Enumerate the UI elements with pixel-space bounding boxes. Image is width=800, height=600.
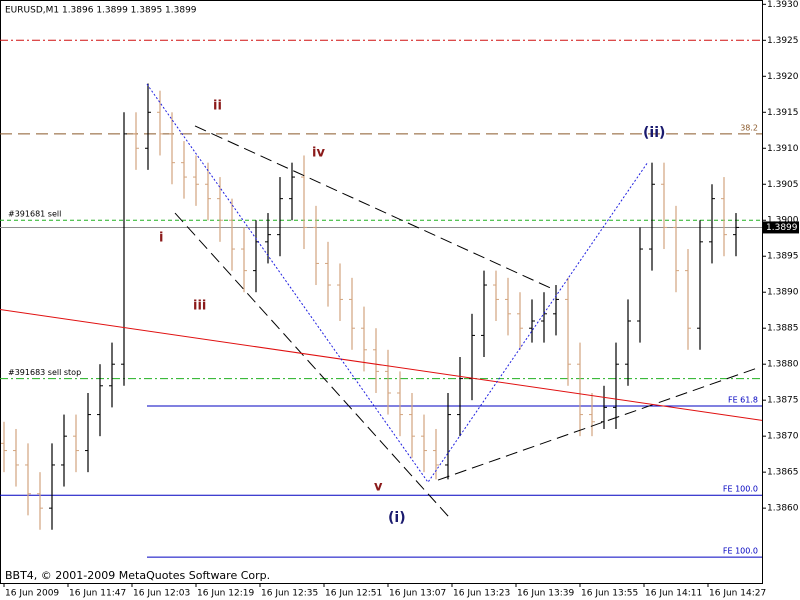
trendline (0, 308, 763, 421)
x-tick-label: 16 Jun 12:19 (197, 589, 254, 599)
x-tick-label: 16 Jun 12:35 (261, 589, 318, 599)
wave-label: (ii) (643, 125, 665, 141)
wave-label: iv (312, 146, 325, 161)
x-tick-label: 16 Jun 13:39 (517, 589, 574, 599)
y-tick-label: 1.3895 (767, 252, 799, 262)
x-tick-label: 16 Jun 14:27 (709, 589, 766, 599)
level-label: FE 100.0 (723, 547, 758, 556)
y-tick-label: 1.3925 (767, 36, 799, 46)
trendline (194, 125, 556, 291)
x-tick-label: 16 Jun 13:55 (581, 589, 638, 599)
y-tick-label: 1.3920 (767, 72, 799, 82)
chart-title: EURUSD,M1 1.3896 1.3899 1.3895 1.3899 (5, 6, 197, 16)
wave-label: (i) (388, 510, 406, 526)
level-label: FE 100.0 (723, 485, 758, 494)
wave-label: iii (193, 299, 206, 314)
y-tick-label: 1.3885 (767, 324, 799, 334)
y-tick-label: 1.3890 (767, 288, 799, 298)
trendline (437, 366, 761, 481)
x-tick-label: 16 Jun 12:51 (325, 589, 382, 599)
x-tick-label: 16 Jun 13:23 (453, 589, 510, 599)
x-tick-label: 16 Jun 2009 (5, 589, 59, 599)
level-label: 38.2 (740, 123, 758, 132)
trendline (174, 212, 451, 519)
level-label: FE 61.8 (728, 395, 758, 404)
wave-label: i (159, 231, 163, 246)
current-price-box (763, 221, 799, 234)
current-price-label: 1.3899 (766, 223, 798, 233)
y-tick-label: 1.3860 (767, 504, 799, 514)
y-tick-label: 1.3910 (767, 144, 799, 154)
x-tick-label: 16 Jun 12:03 (133, 589, 190, 599)
level-label: #391683 sell stop (8, 368, 81, 377)
plot: 38.2 #391681 sell #391683 sell stop FE 61.8… (0, 39, 763, 558)
y-tick-label: 1.3875 (767, 396, 799, 406)
level-label: #391681 sell (8, 210, 61, 219)
y-tick-label: 1.3930 (767, 0, 799, 10)
y-tick-label: 1.3900 (767, 216, 799, 226)
y-tick-label: 1.3880 (767, 360, 799, 370)
y-tick-label: 1.3865 (767, 468, 799, 478)
y-tick-label: 1.3905 (767, 180, 799, 190)
y-tick-label: 1.3870 (767, 432, 799, 442)
x-tick-label: 16 Jun 14:11 (645, 589, 702, 599)
y-tick-label: 1.3915 (767, 108, 799, 118)
x-tick-label: 16 Jun 11:47 (69, 589, 126, 599)
wave-label: v (374, 480, 383, 495)
copyright: BBT4, © 2001-2009 MetaQuotes Software Co… (5, 569, 270, 582)
wave-label: ii (213, 99, 222, 114)
x-tick-label: 16 Jun 13:07 (389, 589, 446, 599)
